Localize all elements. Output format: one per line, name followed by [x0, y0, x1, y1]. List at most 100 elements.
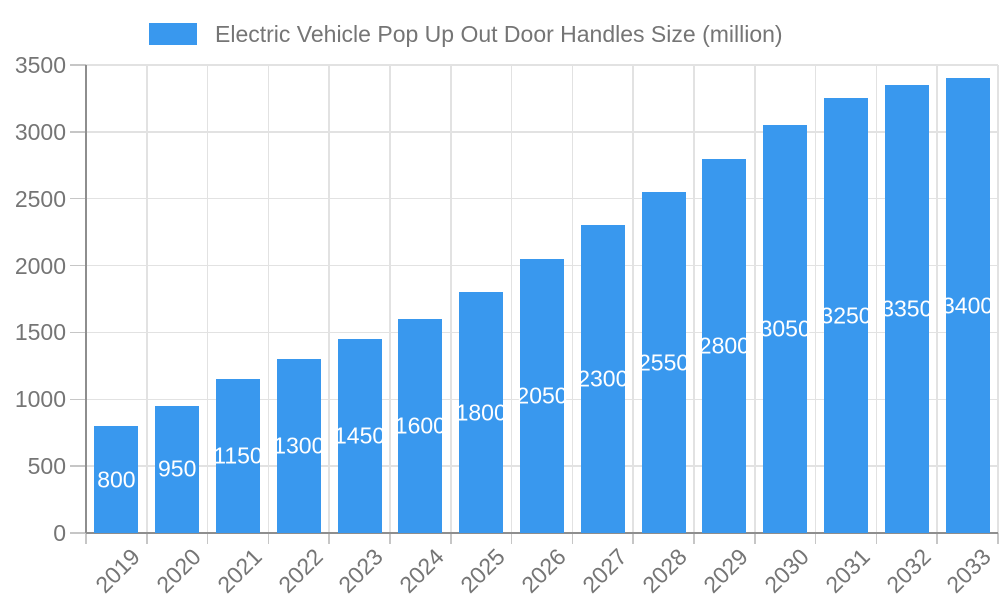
x-axis-label: 2022	[272, 543, 328, 598]
x-axis-label: 2023	[333, 543, 389, 598]
x-axis-line	[86, 532, 998, 534]
bar-value-label: 1300	[273, 432, 325, 459]
bar-2020	[155, 405, 200, 533]
y-axis-tick	[70, 131, 86, 133]
x-axis-tick	[85, 533, 87, 544]
bar-value-label: 3250	[820, 302, 872, 329]
x-gridline	[632, 65, 634, 533]
y-gridline	[86, 131, 998, 133]
y-axis-tick	[70, 465, 86, 467]
y-axis-label: 500	[27, 453, 66, 480]
x-axis-tick	[936, 533, 938, 544]
x-axis-tick	[389, 533, 391, 544]
x-gridline	[206, 65, 209, 533]
x-gridline	[754, 65, 756, 533]
x-axis-label: 2031	[820, 543, 875, 598]
x-gridline	[936, 65, 938, 533]
x-axis-label: 2032	[880, 543, 936, 598]
bar-value-label: 1150	[213, 442, 263, 469]
bar-value-label: 2800	[698, 332, 750, 359]
y-axis-label: 1000	[14, 386, 66, 413]
y-axis-label: 1500	[14, 319, 66, 346]
x-gridline	[997, 65, 999, 533]
x-gridline	[814, 65, 817, 533]
x-gridline	[267, 65, 270, 533]
bar-value-label: 1450	[334, 422, 386, 449]
bar-2025	[459, 292, 504, 533]
bar-2031	[824, 98, 868, 533]
x-axis-tick	[206, 533, 209, 544]
bar-2023	[337, 339, 382, 533]
x-axis-label: 2025	[455, 543, 510, 598]
chart-legend: Electric Vehicle Pop Up Out Door Handles…	[149, 21, 783, 47]
x-axis-label: 2020	[151, 543, 206, 598]
x-axis-tick	[450, 533, 452, 544]
x-axis-label: 2030	[759, 543, 814, 598]
y-axis-tick	[70, 331, 86, 334]
y-gridline	[86, 64, 998, 66]
bar-2022	[276, 359, 321, 533]
x-axis-label: 2019	[90, 543, 146, 598]
x-axis-tick	[814, 533, 817, 544]
y-axis-line	[85, 65, 87, 533]
bar-value-label: 2550	[638, 349, 690, 375]
x-axis-tick	[875, 533, 878, 544]
x-axis-label: 2024	[394, 543, 450, 598]
bar-2021	[216, 379, 260, 533]
y-axis-label: 2500	[14, 185, 66, 212]
bar-value-label: 3400	[942, 292, 994, 319]
y-gridline	[86, 197, 998, 200]
bar-2028	[641, 192, 686, 533]
bar-value-label: 3350	[881, 295, 933, 322]
x-axis-tick	[267, 533, 270, 544]
bar-2033	[945, 78, 990, 533]
x-axis-label: 2029	[698, 543, 754, 598]
y-axis-tick	[70, 264, 86, 267]
x-axis-tick	[997, 533, 999, 544]
bar-2029	[702, 158, 747, 533]
y-axis-tick	[70, 398, 86, 401]
x-gridline	[146, 65, 148, 533]
x-axis-tick	[146, 533, 148, 544]
x-axis-tick	[571, 533, 574, 544]
x-axis-label: 2028	[637, 543, 693, 598]
y-axis-tick	[70, 532, 86, 534]
bar-value-label: 950	[158, 455, 197, 482]
x-axis-tick	[632, 533, 634, 544]
x-axis-label: 2027	[576, 543, 632, 598]
x-axis-tick	[754, 533, 756, 544]
x-gridline	[571, 65, 574, 533]
y-axis-label: 0	[53, 520, 66, 546]
y-axis-label: 3000	[14, 118, 66, 145]
x-gridline	[510, 65, 513, 533]
y-axis-label: 3500	[14, 52, 66, 78]
bar-2032	[884, 85, 929, 533]
bar-value-label: 3050	[759, 315, 811, 342]
bar-value-label: 2300	[577, 365, 629, 392]
bar-2027	[580, 225, 625, 533]
x-axis-label: 2026	[516, 543, 571, 598]
bar-value-label: 1600	[394, 412, 446, 439]
bar-value-label: 800	[97, 466, 136, 492]
x-axis-label: 2021	[212, 543, 267, 598]
x-axis-tick	[328, 533, 330, 544]
x-gridline	[450, 65, 452, 533]
x-axis-tick	[693, 533, 695, 544]
bar-value-label: 2050	[516, 382, 568, 409]
x-gridline	[389, 65, 391, 533]
x-axis-tick	[510, 533, 513, 544]
legend-label: Electric Vehicle Pop Up Out Door Handles…	[215, 21, 783, 47]
bar-2030	[763, 125, 808, 533]
bar-2026	[520, 258, 564, 533]
x-gridline	[328, 65, 330, 533]
x-gridline	[875, 65, 878, 533]
y-axis-label: 2000	[14, 252, 66, 279]
bar-value-label: 1800	[455, 399, 507, 426]
bar-2024	[398, 319, 443, 533]
x-gridline	[693, 65, 695, 533]
y-axis-tick	[70, 64, 86, 66]
legend-swatch	[149, 23, 197, 45]
x-axis-label: 2033	[941, 543, 997, 598]
bar-2019	[94, 426, 139, 533]
